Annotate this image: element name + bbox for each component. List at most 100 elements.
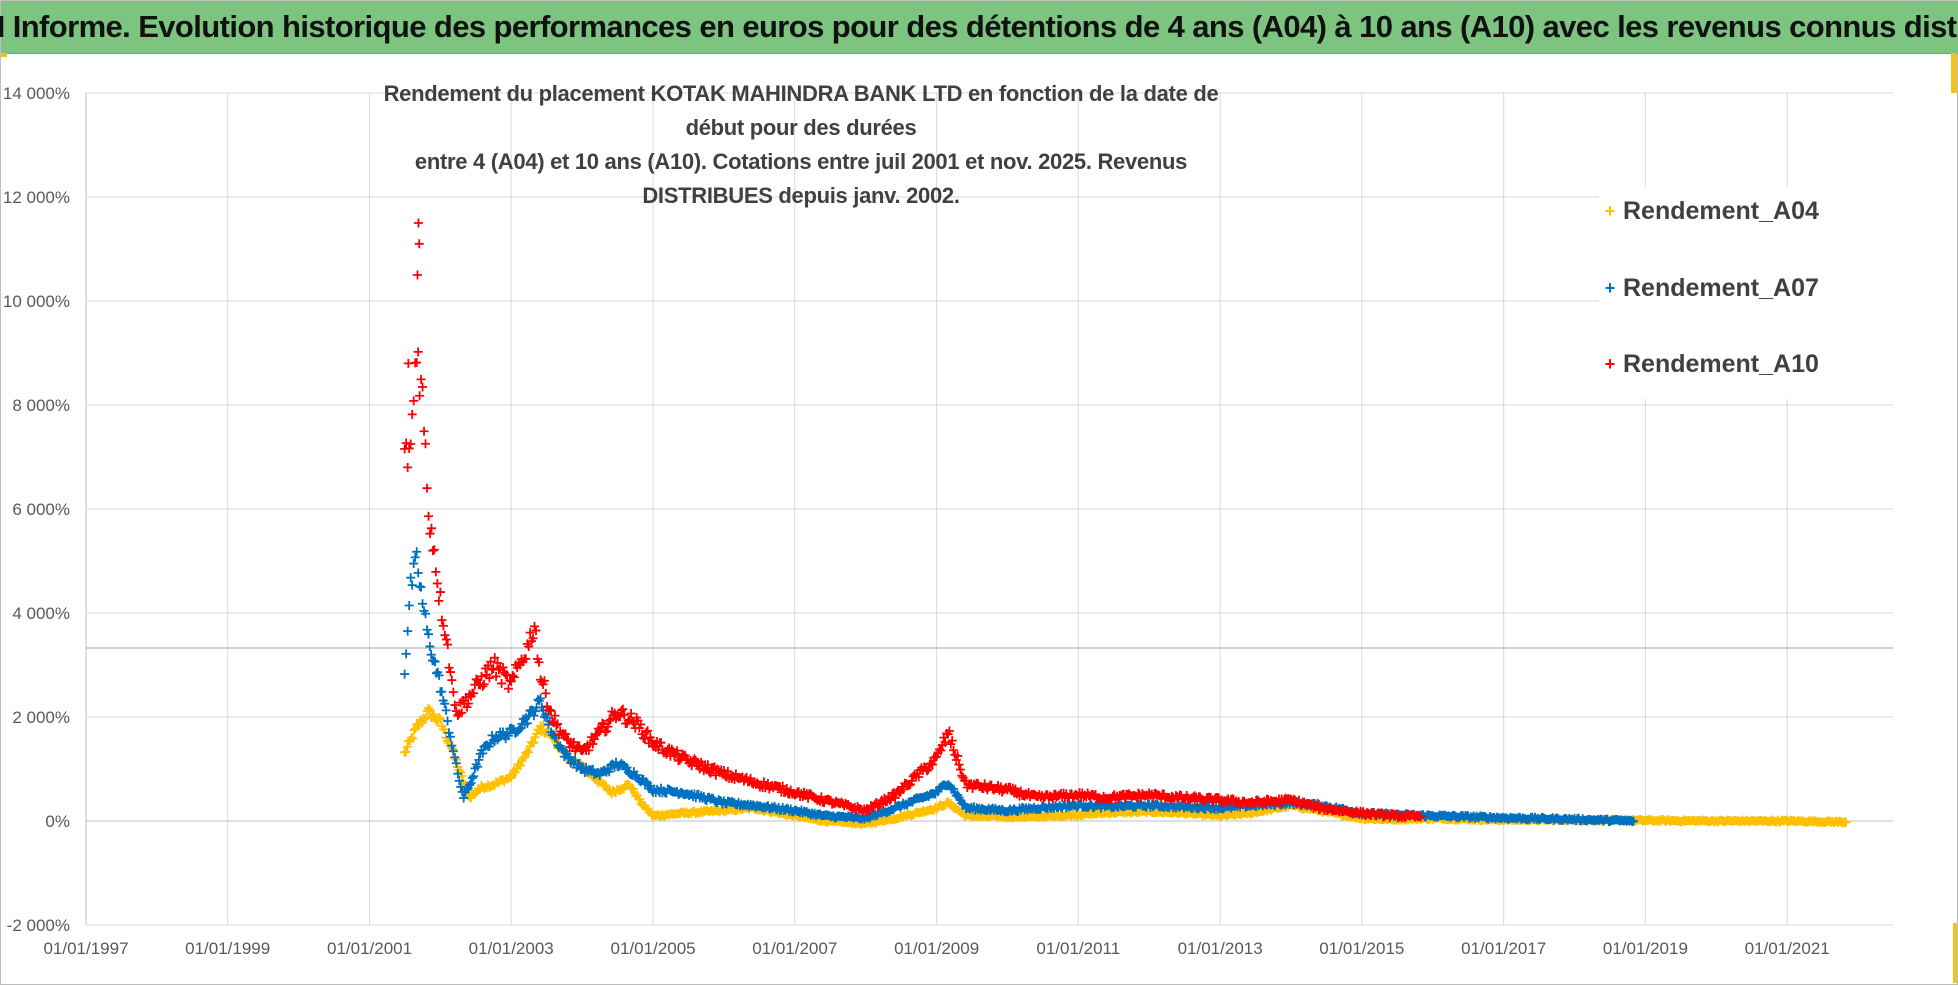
- data-point: [453, 769, 463, 779]
- data-point: [424, 629, 434, 639]
- data-point: [425, 529, 435, 539]
- data-point: [426, 650, 436, 660]
- data-point: [503, 731, 513, 741]
- legend-item-a07: + Rendement_A07: [1599, 268, 1819, 308]
- y-tick-label: 10 000%: [3, 292, 70, 311]
- data-point: [492, 658, 502, 668]
- data-point: [509, 672, 519, 682]
- data-point: [409, 725, 419, 735]
- data-point: [516, 761, 526, 771]
- data-point: [456, 782, 466, 792]
- data-point: [529, 711, 539, 721]
- data-point: [445, 732, 455, 742]
- data-point: [1629, 816, 1639, 826]
- grid: [85, 92, 1893, 926]
- data-point: [409, 396, 419, 406]
- data-point: [465, 780, 475, 790]
- data-point: [412, 547, 422, 557]
- data-point: [424, 703, 434, 713]
- data-point: [926, 758, 936, 768]
- data-point: [719, 765, 729, 775]
- data-point: [437, 687, 447, 697]
- data-point: [409, 559, 419, 569]
- data-point: [538, 721, 548, 731]
- data-point: [573, 759, 583, 769]
- data-point: [401, 747, 411, 757]
- data-point: [1261, 799, 1271, 809]
- data-point: [524, 747, 534, 757]
- x-tick-label: 01/01/2005: [611, 939, 696, 958]
- data-point: [459, 793, 469, 803]
- data-point: [604, 716, 614, 726]
- chart-title-line-2: entre 4 (A04) et 10 ans (A10). Cotations…: [414, 149, 1188, 208]
- data-point: [944, 726, 954, 736]
- x-tick-label: 01/01/2001: [327, 939, 412, 958]
- data-point: [640, 734, 650, 744]
- data-point: [508, 671, 518, 681]
- data-point: [584, 745, 594, 755]
- data-point: [413, 218, 423, 228]
- data-point: [563, 753, 573, 763]
- data-point: [402, 742, 412, 752]
- series-a07: [400, 547, 1639, 827]
- data-point: [440, 630, 450, 640]
- data-point: [467, 773, 477, 783]
- data-point: [949, 745, 959, 755]
- data-point: [524, 641, 534, 651]
- data-point: [628, 784, 638, 794]
- data-point: [435, 714, 445, 724]
- x-tick-label: 01/01/2021: [1745, 939, 1830, 958]
- data-point: [597, 718, 607, 728]
- y-tick-label: 4 000%: [12, 604, 70, 623]
- data-point: [947, 736, 957, 746]
- x-tick-label: 01/01/2015: [1319, 939, 1404, 958]
- data-point: [561, 746, 571, 756]
- x-tick-label: 01/01/1999: [185, 939, 270, 958]
- data-point: [520, 752, 530, 762]
- data-point: [457, 708, 467, 718]
- data-point: [539, 676, 549, 686]
- data-point: [553, 719, 563, 729]
- data-point: [890, 793, 900, 803]
- legend-marker-a10: +: [1604, 353, 1616, 374]
- corner-mark-top-right: [1951, 53, 1957, 93]
- data-point: [406, 439, 416, 449]
- data-point: [412, 357, 422, 367]
- data-point: [782, 783, 792, 793]
- data-point: [419, 426, 429, 436]
- data-point: [491, 671, 501, 681]
- data-point: [451, 758, 461, 768]
- data-point: [408, 734, 418, 744]
- data-point: [443, 640, 453, 650]
- data-point: [885, 795, 895, 805]
- banner-title: ADAM Informe. Evolution historique des p…: [0, 9, 1958, 44]
- data-point: [604, 767, 614, 777]
- data-point: [447, 741, 457, 751]
- data-point: [551, 720, 561, 730]
- data-point: [484, 673, 494, 683]
- data-point: [413, 347, 423, 357]
- data-point: [420, 714, 430, 724]
- data-point: [404, 600, 414, 610]
- data-point: [618, 704, 628, 714]
- data-point: [487, 730, 497, 740]
- x-tick-label: 01/01/2019: [1603, 939, 1688, 958]
- legend-marker-a04: +: [1604, 200, 1616, 221]
- data-point: [426, 523, 436, 533]
- data-point: [403, 626, 413, 636]
- axes: -2 000% 0% 2 000% 4 000% 6 000% 8 000% 10 000%…: [3, 84, 1893, 958]
- data-point: [401, 649, 411, 659]
- data-point: [932, 752, 942, 762]
- data-point: [522, 718, 532, 728]
- data-point: [521, 654, 531, 664]
- data-point: [706, 768, 716, 778]
- data-point: [462, 785, 472, 795]
- data-point: [434, 596, 444, 606]
- data-point: [546, 706, 556, 716]
- data-point: [444, 663, 454, 673]
- data-point: [437, 615, 447, 625]
- data-point: [441, 705, 451, 715]
- data-point: [574, 758, 584, 768]
